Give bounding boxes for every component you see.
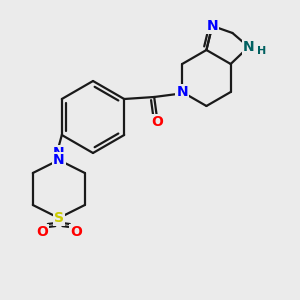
Text: S: S	[54, 211, 64, 225]
Text: N: N	[206, 19, 218, 33]
Text: N: N	[53, 146, 64, 160]
Text: O: O	[70, 225, 82, 239]
Text: N: N	[243, 40, 254, 54]
Text: N: N	[176, 85, 188, 99]
Text: O: O	[151, 115, 163, 129]
Text: H: H	[256, 46, 266, 56]
Text: N: N	[53, 153, 64, 167]
Text: O: O	[36, 225, 48, 239]
